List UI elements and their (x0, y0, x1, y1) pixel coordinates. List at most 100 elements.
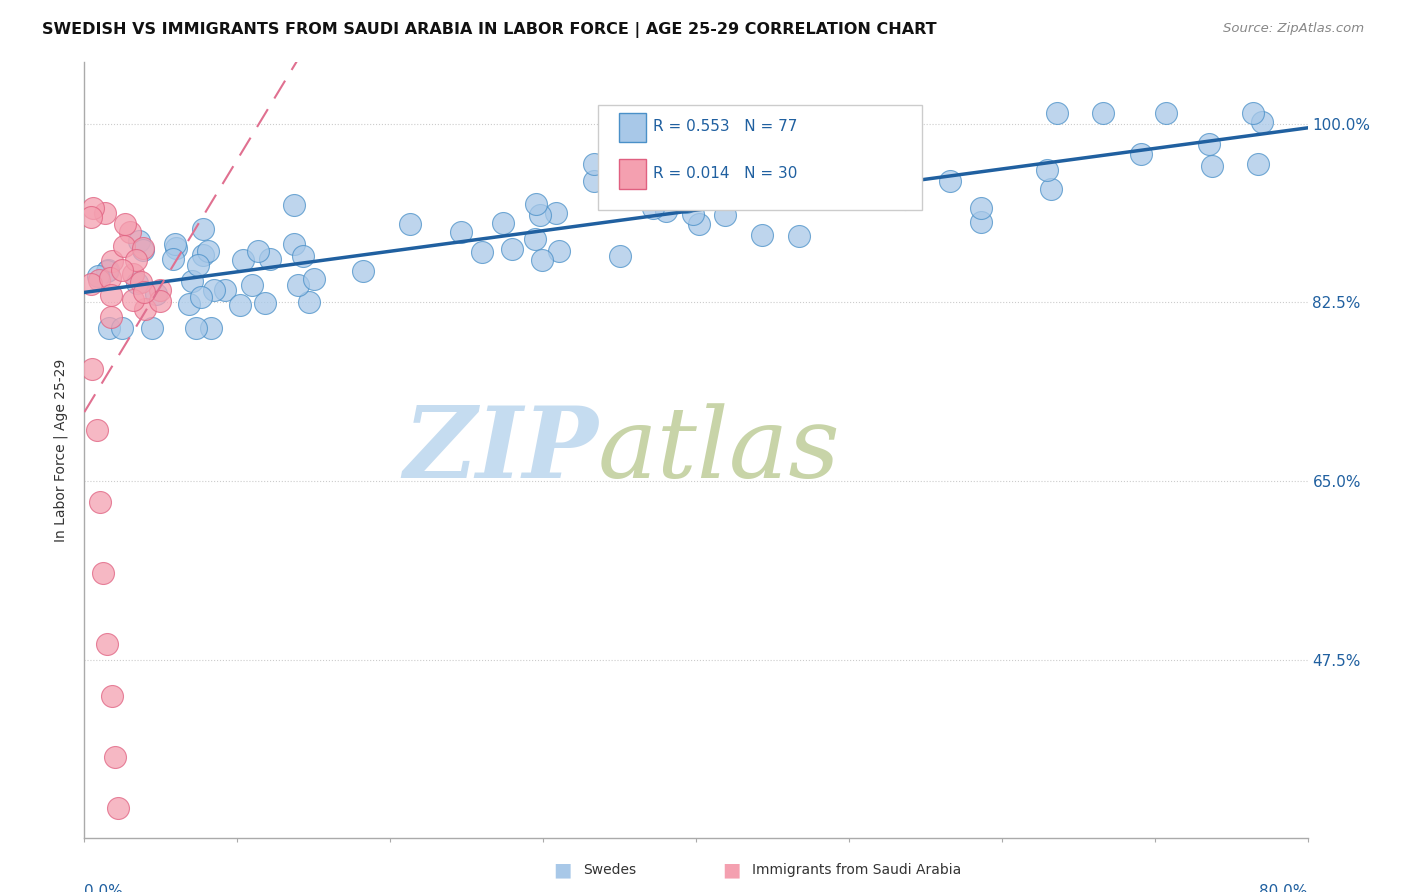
Point (98, 271, 121, 285)
Point (247, 244, 270, 258)
Point (970, 201, 993, 215)
Point (125, 252, 148, 267)
Point (253, 296, 276, 310)
Point (97, 262, 120, 277)
Point (190, 290, 212, 304)
Text: 0.0%: 0.0% (84, 885, 124, 892)
Bar (619, 160, 645, 189)
Point (80, 277, 103, 291)
Point (112, 238, 135, 252)
Point (654, 204, 676, 219)
Point (699, 185, 721, 199)
Point (544, 206, 567, 220)
Point (141, 321, 163, 335)
Point (894, 192, 917, 206)
Point (96, 263, 118, 277)
Point (111, 263, 134, 277)
Point (181, 274, 204, 288)
Text: ■: ■ (721, 860, 741, 880)
Point (787, 229, 810, 244)
Point (91, 566, 114, 580)
Point (643, 201, 665, 215)
Point (352, 264, 374, 278)
Point (1247, 157, 1270, 171)
Point (118, 225, 141, 239)
Point (896, 137, 918, 152)
Point (259, 252, 281, 266)
Point (101, 254, 124, 268)
Point (187, 258, 209, 272)
Point (132, 243, 155, 257)
Point (1091, 106, 1114, 120)
Point (1251, 115, 1274, 129)
Point (202, 283, 225, 297)
Point (214, 283, 236, 297)
Point (122, 293, 145, 308)
Point (162, 252, 184, 266)
Point (304, 272, 326, 286)
Point (1201, 160, 1223, 174)
Point (524, 197, 547, 211)
Point (110, 321, 132, 335)
Point (87, 273, 110, 287)
Point (179, 297, 201, 311)
Point (688, 217, 710, 231)
Point (184, 321, 207, 335)
Point (609, 249, 631, 263)
Point (163, 237, 186, 252)
Text: Immigrants from Saudi Arabia: Immigrants from Saudi Arabia (752, 863, 962, 877)
Point (298, 294, 321, 309)
Point (97, 321, 120, 335)
Point (471, 244, 494, 259)
Point (1036, 163, 1059, 178)
Point (283, 237, 305, 252)
Point (132, 285, 155, 300)
Point (134, 301, 156, 316)
Point (491, 216, 513, 230)
Point (149, 293, 172, 308)
Point (166, 241, 188, 255)
Point (94, 206, 117, 220)
Point (86, 269, 108, 284)
Point (1130, 147, 1153, 161)
Point (132, 241, 155, 255)
Point (291, 249, 314, 263)
Point (89, 494, 111, 508)
Point (197, 244, 219, 258)
Bar (619, 113, 645, 143)
Text: Source: ZipAtlas.com: Source: ZipAtlas.com (1223, 22, 1364, 36)
Point (860, 149, 883, 163)
Point (107, 801, 129, 815)
Point (80, 361, 103, 376)
Point (96, 638, 118, 652)
Point (242, 277, 264, 292)
Point (682, 207, 704, 221)
Point (1156, 106, 1178, 120)
Text: 80.0%: 80.0% (1260, 885, 1308, 892)
Text: ZIP: ZIP (404, 402, 598, 499)
Point (283, 198, 305, 212)
Point (548, 244, 571, 258)
Point (287, 278, 309, 293)
Point (1046, 106, 1069, 120)
Point (129, 275, 152, 289)
Point (582, 174, 605, 188)
Point (82, 202, 104, 216)
Point (229, 298, 252, 312)
Point (399, 218, 422, 232)
Point (101, 689, 124, 703)
Point (1040, 182, 1063, 196)
Point (80, 211, 103, 225)
Text: ■: ■ (553, 860, 572, 880)
FancyBboxPatch shape (598, 105, 922, 210)
Point (675, 195, 697, 210)
Point (530, 252, 553, 267)
Point (127, 276, 149, 290)
Text: Swedes: Swedes (583, 863, 637, 877)
Point (191, 248, 214, 262)
Point (121, 267, 143, 281)
Point (200, 321, 222, 335)
Point (751, 228, 773, 243)
Point (1243, 106, 1265, 120)
Point (450, 225, 472, 239)
